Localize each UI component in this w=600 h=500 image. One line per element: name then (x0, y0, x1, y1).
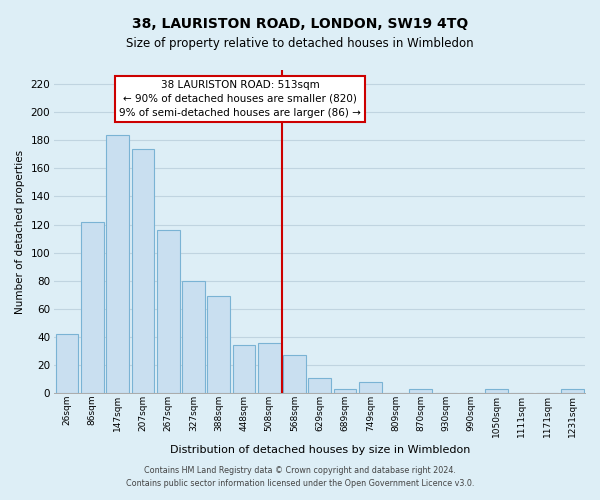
Text: 38 LAURISTON ROAD: 513sqm
← 90% of detached houses are smaller (820)
9% of semi-: 38 LAURISTON ROAD: 513sqm ← 90% of detac… (119, 80, 361, 118)
Bar (258, 342, 281, 393)
Bar (485, 389, 508, 393)
Bar (233, 346, 256, 393)
Bar (308, 378, 331, 393)
Bar (561, 389, 584, 393)
Bar (157, 230, 179, 393)
Bar (409, 389, 432, 393)
Bar (106, 134, 129, 393)
X-axis label: Distribution of detached houses by size in Wimbledon: Distribution of detached houses by size … (170, 445, 470, 455)
Bar (182, 281, 205, 393)
Y-axis label: Number of detached properties: Number of detached properties (15, 150, 25, 314)
Text: 38, LAURISTON ROAD, LONDON, SW19 4TQ: 38, LAURISTON ROAD, LONDON, SW19 4TQ (132, 18, 468, 32)
Text: Contains HM Land Registry data © Crown copyright and database right 2024.
Contai: Contains HM Land Registry data © Crown c… (126, 466, 474, 487)
Bar (283, 355, 306, 393)
Bar (56, 334, 79, 393)
Bar (359, 382, 382, 393)
Bar (334, 389, 356, 393)
Bar (208, 296, 230, 393)
Text: Size of property relative to detached houses in Wimbledon: Size of property relative to detached ho… (126, 38, 474, 51)
Bar (131, 148, 154, 393)
Bar (81, 222, 104, 393)
